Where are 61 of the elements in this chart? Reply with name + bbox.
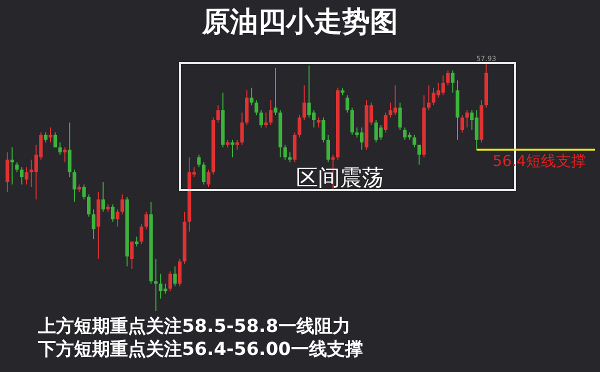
candlestick: [197, 154, 201, 168]
candlestick: [450, 70, 455, 94]
candlestick: [288, 152, 292, 163]
candlestick: [460, 114, 464, 133]
candlestick: [72, 169, 76, 202]
candlestick: [250, 87, 254, 106]
candlestick: [398, 102, 402, 130]
candlestick: [259, 110, 263, 128]
candlestick: [302, 84, 306, 121]
candlestick: [264, 112, 268, 128]
text: 上方短期重点关注58.5-58.8一线阻力: [37, 316, 350, 337]
candlestick: [268, 100, 273, 126]
candlestick: [426, 84, 431, 111]
candlestick: [384, 112, 388, 133]
candlestick: [144, 211, 148, 230]
candlestick: [202, 162, 206, 186]
candlestick: [254, 100, 258, 116]
candlestick: [140, 224, 144, 245]
candlestick: [322, 117, 326, 143]
candlestick: [350, 107, 354, 136]
text: 下方短期重点关注56.4-56.00一线支撑: [37, 339, 363, 360]
candlestick: [178, 258, 182, 287]
candlestick: [48, 126, 52, 143]
candlestick: [44, 132, 48, 143]
candlestick: [230, 139, 234, 158]
candlestick: [316, 117, 320, 128]
candlestick: [346, 94, 350, 114]
candlestick: [92, 208, 96, 240]
candlestick: [216, 104, 220, 124]
candlestick: [298, 114, 302, 138]
candlestick: [283, 144, 287, 160]
candlestick: [24, 166, 28, 186]
candlestick: [110, 204, 115, 222]
candlestick: [154, 258, 158, 312]
candlestick: [412, 134, 416, 148]
candlestick: [326, 134, 330, 163]
candlestick: [58, 142, 62, 156]
candlestick: [417, 144, 421, 166]
candlestick: [63, 146, 67, 163]
candlestick: [20, 166, 24, 186]
candlestick: [53, 132, 58, 148]
candlestick: [274, 67, 278, 116]
candlestick: [235, 139, 240, 150]
chart-title: 原油四小走势图: [201, 5, 398, 38]
candlestick: [134, 236, 138, 248]
candlestick: [10, 146, 14, 186]
candlestick: [15, 162, 19, 173]
candlestick: [206, 169, 210, 188]
candlestick: [465, 110, 469, 128]
candlestick: [168, 270, 172, 292]
candlestick: [446, 70, 450, 86]
candlestick: [116, 208, 120, 228]
candlestick: [130, 241, 134, 270]
candlestick: [173, 266, 177, 287]
candlestick: [6, 152, 10, 192]
candlestick: [68, 122, 72, 178]
candlestick: [82, 184, 86, 200]
candlestick: [120, 194, 124, 215]
candlestick: [101, 182, 105, 212]
candlestick: [240, 112, 244, 146]
candlestick: [86, 194, 91, 218]
